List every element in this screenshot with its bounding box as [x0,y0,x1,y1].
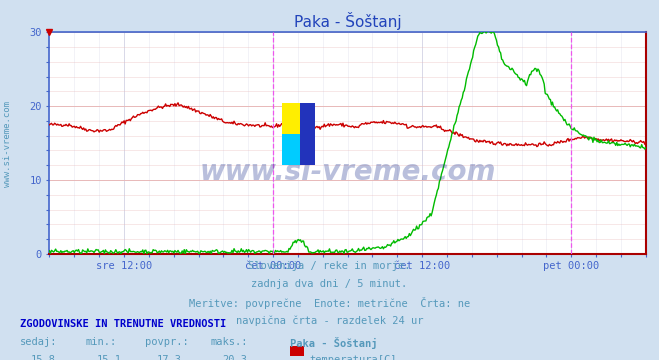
Text: temperatura[C]: temperatura[C] [310,355,397,360]
Text: 17,3: 17,3 [156,355,181,360]
Text: Meritve: povprečne  Enote: metrične  Črta: ne: Meritve: povprečne Enote: metrične Črta:… [189,297,470,309]
Bar [282,134,300,165]
Text: navpična črta - razdelek 24 ur: navpična črta - razdelek 24 ur [236,315,423,325]
Title: Paka - Šoštanj: Paka - Šoštanj [294,12,401,30]
Text: povpr.:: povpr.: [145,337,188,347]
Text: min.:: min.: [86,337,117,347]
Text: 15,8: 15,8 [31,355,56,360]
Text: Paka - Šoštanj: Paka - Šoštanj [290,337,378,349]
Text: www.si-vreme.com: www.si-vreme.com [3,101,13,187]
Text: zadnja dva dni / 5 minut.: zadnja dva dni / 5 minut. [251,279,408,289]
Text: sedaj:: sedaj: [20,337,57,347]
Text: 15,1: 15,1 [97,355,122,360]
Text: www.si-vreme.com: www.si-vreme.com [200,158,496,186]
Bar [282,103,300,134]
Text: 20,3: 20,3 [222,355,247,360]
Text: ZGODOVINSKE IN TRENUTNE VREDNOSTI: ZGODOVINSKE IN TRENUTNE VREDNOSTI [20,319,226,329]
Text: Slovenija / reke in morje.: Slovenija / reke in morje. [248,261,411,271]
Bar [300,103,315,165]
Text: maks.:: maks.: [211,337,248,347]
